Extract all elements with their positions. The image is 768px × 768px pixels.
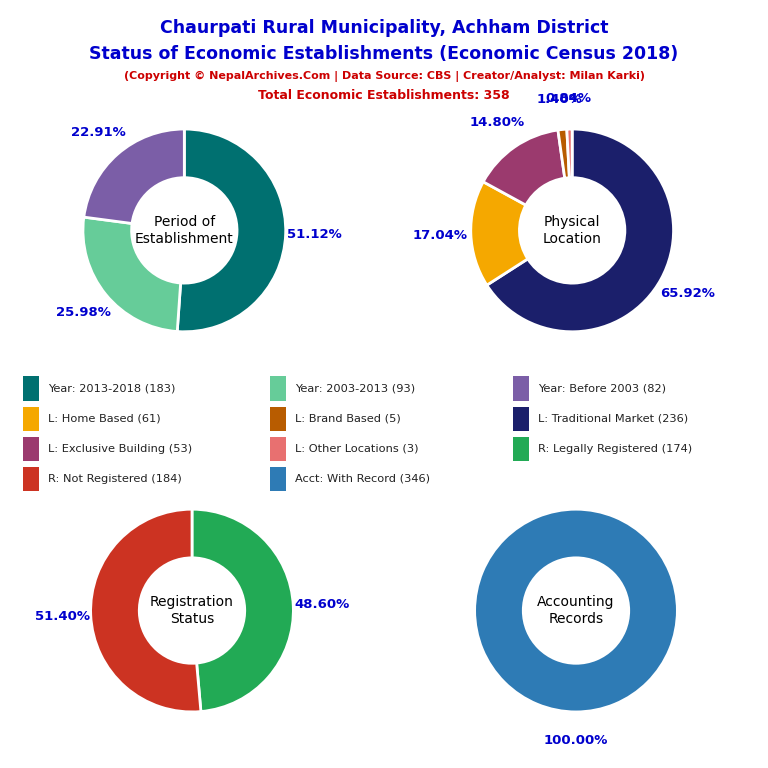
Text: Status of Economic Establishments (Economic Census 2018): Status of Economic Establishments (Econo…: [89, 45, 679, 62]
Text: 100.00%: 100.00%: [544, 733, 608, 746]
Bar: [513, 376, 529, 401]
Bar: [513, 436, 529, 461]
Text: 65.92%: 65.92%: [660, 287, 715, 300]
Wedge shape: [471, 182, 528, 285]
Text: 51.40%: 51.40%: [35, 610, 90, 623]
Bar: [23, 406, 39, 431]
Text: 25.98%: 25.98%: [56, 306, 111, 319]
Text: L: Home Based (61): L: Home Based (61): [48, 414, 161, 424]
Bar: [270, 376, 286, 401]
Wedge shape: [567, 129, 572, 177]
Text: R: Not Registered (184): R: Not Registered (184): [48, 474, 181, 484]
Bar: [270, 406, 286, 431]
Text: L: Brand Based (5): L: Brand Based (5): [295, 414, 401, 424]
Bar: [23, 436, 39, 461]
Bar: [513, 406, 529, 431]
Wedge shape: [483, 130, 564, 205]
Bar: [270, 467, 286, 492]
Text: 1.40%: 1.40%: [537, 93, 582, 106]
Wedge shape: [91, 509, 201, 712]
Wedge shape: [177, 129, 286, 332]
Text: L: Other Locations (3): L: Other Locations (3): [295, 444, 419, 454]
Text: L: Exclusive Building (53): L: Exclusive Building (53): [48, 444, 192, 454]
Text: Chaurpati Rural Municipality, Achham District: Chaurpati Rural Municipality, Achham Dis…: [160, 19, 608, 37]
Text: Year: Before 2003 (82): Year: Before 2003 (82): [538, 384, 666, 394]
Text: 17.04%: 17.04%: [413, 229, 468, 242]
Bar: [270, 436, 286, 461]
Bar: [23, 376, 39, 401]
Text: 48.60%: 48.60%: [294, 598, 349, 611]
Bar: [23, 467, 39, 492]
Text: Physical
Location: Physical Location: [543, 215, 601, 246]
Text: 14.80%: 14.80%: [469, 115, 525, 128]
Text: (Copyright © NepalArchives.Com | Data Source: CBS | Creator/Analyst: Milan Karki: (Copyright © NepalArchives.Com | Data So…: [124, 71, 644, 81]
Wedge shape: [84, 129, 184, 223]
Wedge shape: [487, 129, 674, 332]
Wedge shape: [558, 129, 569, 178]
Wedge shape: [83, 217, 180, 332]
Text: 22.91%: 22.91%: [71, 126, 126, 139]
Text: Accounting
Records: Accounting Records: [538, 595, 614, 626]
Text: R: Legally Registered (174): R: Legally Registered (174): [538, 444, 692, 454]
Text: Period of
Establishment: Period of Establishment: [135, 215, 233, 246]
Text: Year: 2003-2013 (93): Year: 2003-2013 (93): [295, 384, 415, 394]
Wedge shape: [475, 509, 677, 712]
Text: 51.12%: 51.12%: [286, 228, 342, 241]
Wedge shape: [192, 509, 293, 711]
Text: L: Traditional Market (236): L: Traditional Market (236): [538, 414, 688, 424]
Text: Year: 2013-2018 (183): Year: 2013-2018 (183): [48, 384, 175, 394]
Text: Acct: With Record (346): Acct: With Record (346): [295, 474, 430, 484]
Text: 0.84%: 0.84%: [546, 92, 591, 105]
Text: Registration
Status: Registration Status: [150, 595, 234, 626]
Text: Total Economic Establishments: 358: Total Economic Establishments: 358: [258, 89, 510, 102]
